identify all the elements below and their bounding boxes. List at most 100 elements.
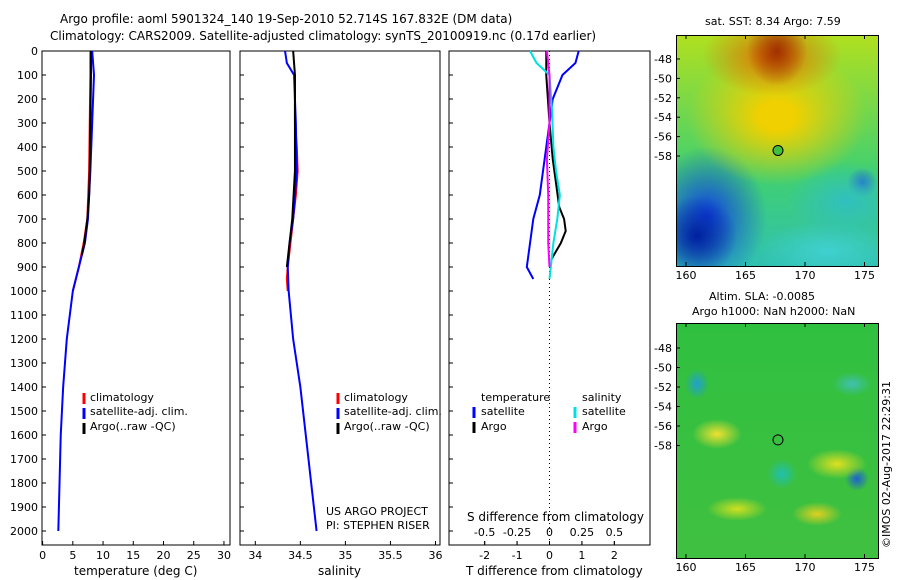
legend-header-salinity: salinity [582,391,622,404]
lat-tick-label: -50 [654,362,672,375]
depth-tick-label: 1200 [10,333,38,346]
map2-title-2: Argo h1000: NaN h2000: NaN [692,305,856,318]
legend-argo: Argo(..raw -QC) [344,420,430,433]
x-tick-label: 0 [546,549,553,562]
depth-tick-label: 200 [17,93,38,106]
lon-tick-label: 165 [735,561,756,574]
series-satellite-adj-clim- [57,50,95,532]
legend-satellite: satellite-adj. clim. [90,405,188,418]
sla-map [676,323,879,559]
legend-s-argo: Argo [582,420,608,433]
lat-tick-label: -54 [654,401,672,414]
series-argo-raw-qc- [80,51,92,256]
pi-annotation: PI: STEPHEN RISER [326,519,430,532]
x-tick-label: 30 [217,549,231,562]
lat-tick-label: -48 [654,342,672,355]
series-s-satellite [529,50,561,280]
depth-tick-label: 400 [17,141,38,154]
depth-tick-label: 1600 [10,429,38,442]
x-tick-label: 34 [248,549,262,562]
lon-tick-label: 175 [854,269,875,282]
t-diff-axis-label: T difference from climatology [466,564,643,578]
depth-tick-label: 700 [17,213,38,226]
lat-tick-label: -58 [654,440,672,453]
depth-tick-label: 500 [17,165,38,178]
plot-frame [239,50,441,546]
s-tick-label: -0.25 [503,526,531,539]
title-line-2: Climatology: CARS2009. Satellite-adjuste… [50,29,597,43]
salinity-axis-label: salinity [318,564,362,578]
project-annotation: US ARGO PROJECT [326,505,428,518]
depth-tick-label: 1300 [10,357,38,370]
x-tick-label: 15 [126,549,140,562]
depth-tick-label: 900 [17,261,38,274]
x-tick-label: 0 [39,549,46,562]
s-tick-label: 0 [546,526,553,539]
lat-tick-label: -56 [654,420,672,433]
x-tick-label: -1 [512,549,523,562]
depth-tick-label: 1800 [10,477,38,490]
legend-t-satellite: satellite [481,405,525,418]
legend-climatology: climatology [344,391,408,404]
temperature-axis-label: temperature (deg C) [74,564,198,578]
depth-tick-label: 1700 [10,453,38,466]
depth-tick-label: 600 [17,189,38,202]
lat-tick-label: -58 [654,150,672,163]
x-tick-label: 36 [428,549,442,562]
x-tick-label: 1 [578,549,585,562]
title-line-1: Argo profile: aoml 5901324_140 19-Sep-20… [60,12,513,26]
lon-tick-label: 175 [854,561,875,574]
lon-tick-label: 170 [795,561,816,574]
depth-tick-label: 1900 [10,501,38,514]
depth-tick-label: 2000 [10,525,38,538]
lon-tick-label: 160 [676,269,697,282]
series-t-satellite [525,50,580,280]
depth-tick-label: 1100 [10,309,38,322]
depth-tick-label: 100 [17,69,38,82]
depth-tick-label: 1400 [10,381,38,394]
lon-tick-label: 170 [795,269,816,282]
legend-argo: Argo(..raw -QC) [90,420,176,433]
lat-tick-label: -56 [654,131,672,144]
x-tick-label: 20 [157,549,171,562]
x-tick-label: 5 [69,549,76,562]
x-tick-label: 34.5 [288,549,313,562]
lat-tick-label: -54 [654,111,672,124]
lat-tick-label: -50 [654,72,672,85]
lat-tick-label: -48 [654,53,672,66]
depth-tick-label: 1000 [10,285,38,298]
legend-header-temperature: temperature [481,391,551,404]
argo-float-marker [772,144,784,156]
series-argo-raw-qc- [285,50,296,268]
series-s-argo [545,50,551,268]
x-tick-label: 2 [611,549,618,562]
s-diff-axis-label: S difference from climatology [467,510,644,524]
x-tick-label: 35.5 [378,549,403,562]
lat-tick-label: -52 [654,92,672,105]
depth-tick-label: 800 [17,237,38,250]
x-tick-label: -2 [479,549,490,562]
x-tick-label: 35 [338,549,352,562]
lon-tick-label: 165 [735,269,756,282]
legend-climatology: climatology [90,391,154,404]
plot-frame [41,50,231,546]
s-tick-label: 0.25 [570,526,595,539]
map1-title: sat. SST: 8.34 Argo: 7.59 [705,15,841,28]
depth-tick-label: 0 [31,45,38,58]
depth-tick-label: 300 [17,117,38,130]
x-tick-label: 25 [187,549,201,562]
argo-float-marker [772,434,784,446]
credit-text: ©IMOS 02-Aug-2017 22:29:31 [880,381,893,548]
legend-s-satellite: satellite [582,405,626,418]
legend-t-argo: Argo [481,420,507,433]
s-tick-label: -0.5 [474,526,495,539]
x-tick-label: 10 [96,549,110,562]
map2-title-1: Altim. SLA: -0.0085 [709,290,816,303]
depth-tick-label: 1500 [10,405,38,418]
series-t-argo [545,51,567,261]
lat-tick-label: -52 [654,381,672,394]
s-tick-label: 0.5 [606,526,624,539]
